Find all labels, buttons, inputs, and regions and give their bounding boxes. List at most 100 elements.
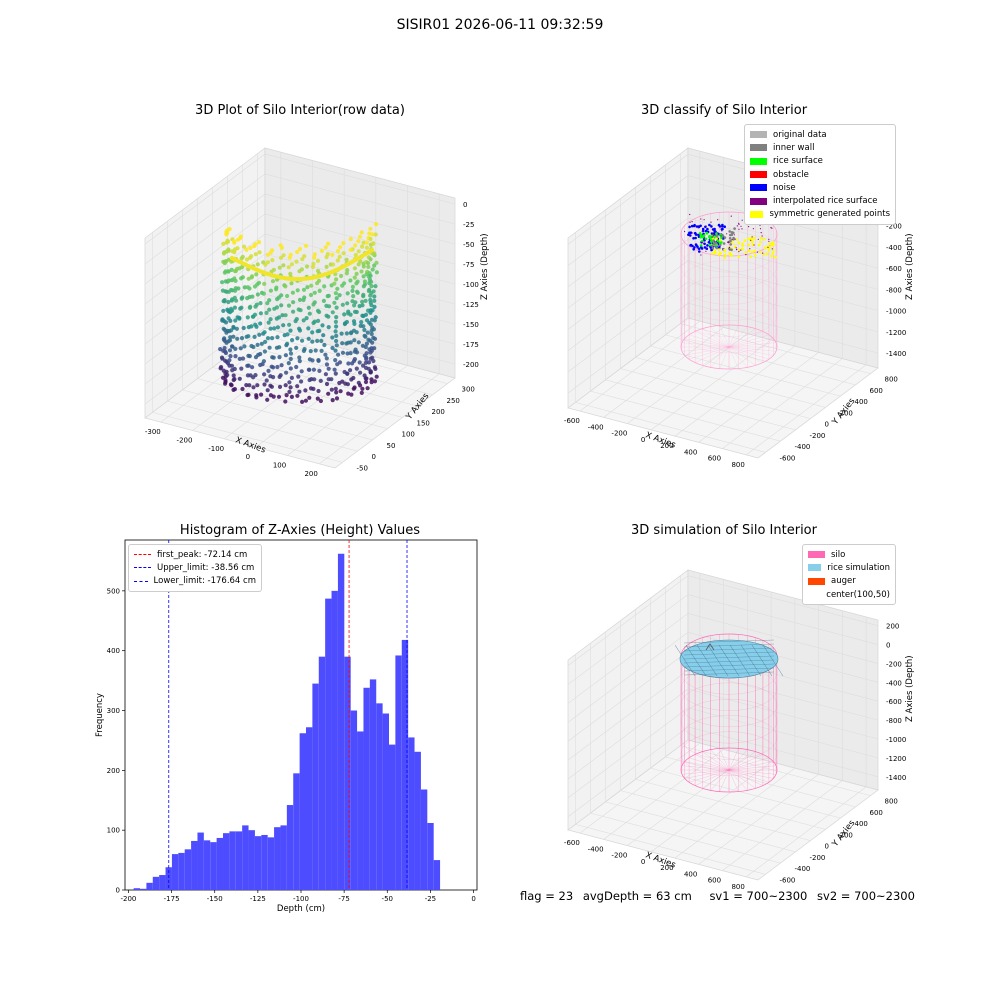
simulation-legend-item: silo — [808, 548, 890, 561]
raw-point — [368, 350, 373, 355]
raw-point — [352, 385, 357, 390]
classify-point — [697, 227, 699, 229]
histogram-bar — [286, 805, 294, 890]
classify-point — [735, 238, 738, 241]
classify-xtick: 400 — [684, 448, 697, 456]
raw-point — [223, 350, 228, 356]
raw-point — [266, 320, 271, 325]
histogram-bar — [133, 888, 141, 890]
classify-ytick: 200 — [840, 409, 853, 417]
raw-point — [307, 357, 312, 362]
classify-point — [770, 244, 774, 247]
raw-point — [334, 267, 339, 273]
simulation-ytick: 600 — [870, 809, 883, 817]
raw-point — [371, 335, 376, 340]
simulation-silo-spoke — [702, 751, 730, 771]
raw-point — [298, 308, 303, 313]
raw-point — [374, 222, 379, 227]
classify-ytick: -400 — [795, 443, 811, 451]
raw-point — [373, 284, 378, 289]
simulation-xtick: -600 — [564, 839, 580, 847]
classify-silo-spoke — [695, 346, 730, 363]
simulation-rice-mesh — [674, 644, 696, 677]
raw-point — [251, 344, 256, 350]
raw-point — [226, 339, 231, 344]
raw-point — [232, 366, 237, 372]
classify-point — [741, 228, 743, 230]
classify-point — [720, 241, 723, 244]
classify-point — [712, 233, 714, 235]
raw-point — [228, 335, 233, 340]
classify-grid-x — [579, 320, 701, 412]
classify-point — [747, 249, 751, 252]
classify-point — [705, 225, 707, 227]
raw-point — [311, 367, 316, 372]
raw-point — [352, 266, 357, 271]
raw-point — [365, 269, 370, 274]
simulation-ticks: -600-400-2000200400600800-600-400-200020… — [564, 623, 906, 891]
raw-point — [368, 370, 373, 375]
simulation-silo-ring — [680, 698, 778, 744]
classify-legend: original data inner wall rice surface obsta… — [744, 124, 896, 226]
simulation-silo-spoke — [728, 765, 777, 771]
histogram-bar — [223, 833, 230, 890]
simulation-silo-spoke — [719, 769, 730, 792]
classify-point — [749, 255, 752, 259]
raw-point — [312, 377, 317, 382]
raw-point — [340, 350, 346, 355]
raw-point — [251, 314, 256, 319]
histogram-legend-swatch — [134, 580, 148, 582]
histogram-bar — [210, 842, 217, 890]
raw-point — [232, 387, 237, 392]
simulation-legend-label: silo — [831, 549, 846, 560]
raw-point — [354, 309, 359, 315]
raw-point — [334, 343, 339, 348]
raw-point — [304, 264, 310, 269]
classify-point — [729, 239, 732, 243]
raw-point — [315, 258, 321, 263]
classify-legend-swatch — [750, 131, 767, 139]
raw-point — [248, 304, 253, 309]
raw-point — [270, 273, 275, 278]
raw-point — [230, 297, 235, 302]
raw-point — [264, 378, 269, 383]
simulation-legend-item: rice simulation — [808, 561, 890, 574]
classify-point — [747, 243, 750, 246]
raw-ztick: -25 — [463, 221, 474, 229]
raw-point — [272, 273, 277, 279]
classify-point — [757, 243, 761, 247]
raw-point — [366, 261, 371, 266]
raw-point — [352, 303, 357, 308]
simulation-grid-x — [722, 780, 843, 871]
classify-point — [771, 252, 775, 255]
raw-point — [221, 308, 226, 313]
raw-point — [368, 369, 373, 374]
raw-point — [279, 363, 284, 368]
raw-point — [274, 345, 279, 350]
classify-point — [703, 219, 705, 221]
raw-point — [260, 362, 265, 367]
raw-point — [227, 358, 232, 363]
raw-point — [373, 232, 378, 237]
raw-point — [369, 348, 374, 353]
classify-ztick: -400 — [886, 244, 902, 252]
raw-point — [221, 348, 226, 353]
classify-point — [689, 234, 692, 237]
raw-ztick: 0 — [463, 201, 467, 209]
raw-point — [224, 289, 229, 294]
raw-point — [295, 336, 300, 341]
raw-point — [222, 270, 227, 275]
raw-point — [315, 338, 320, 343]
raw-point — [254, 272, 259, 277]
raw-point — [317, 309, 322, 315]
raw-point — [288, 347, 293, 352]
raw-point — [240, 264, 245, 270]
raw-point — [352, 349, 357, 354]
simulation-legend-swatch — [808, 577, 825, 585]
figure-title: SISIR01 2026-06-11 09:32:59 — [396, 17, 604, 33]
classify-point — [714, 251, 717, 254]
raw-point — [372, 379, 378, 384]
classify-point — [759, 236, 763, 240]
classify-point — [730, 231, 734, 234]
raw-point — [334, 333, 339, 338]
